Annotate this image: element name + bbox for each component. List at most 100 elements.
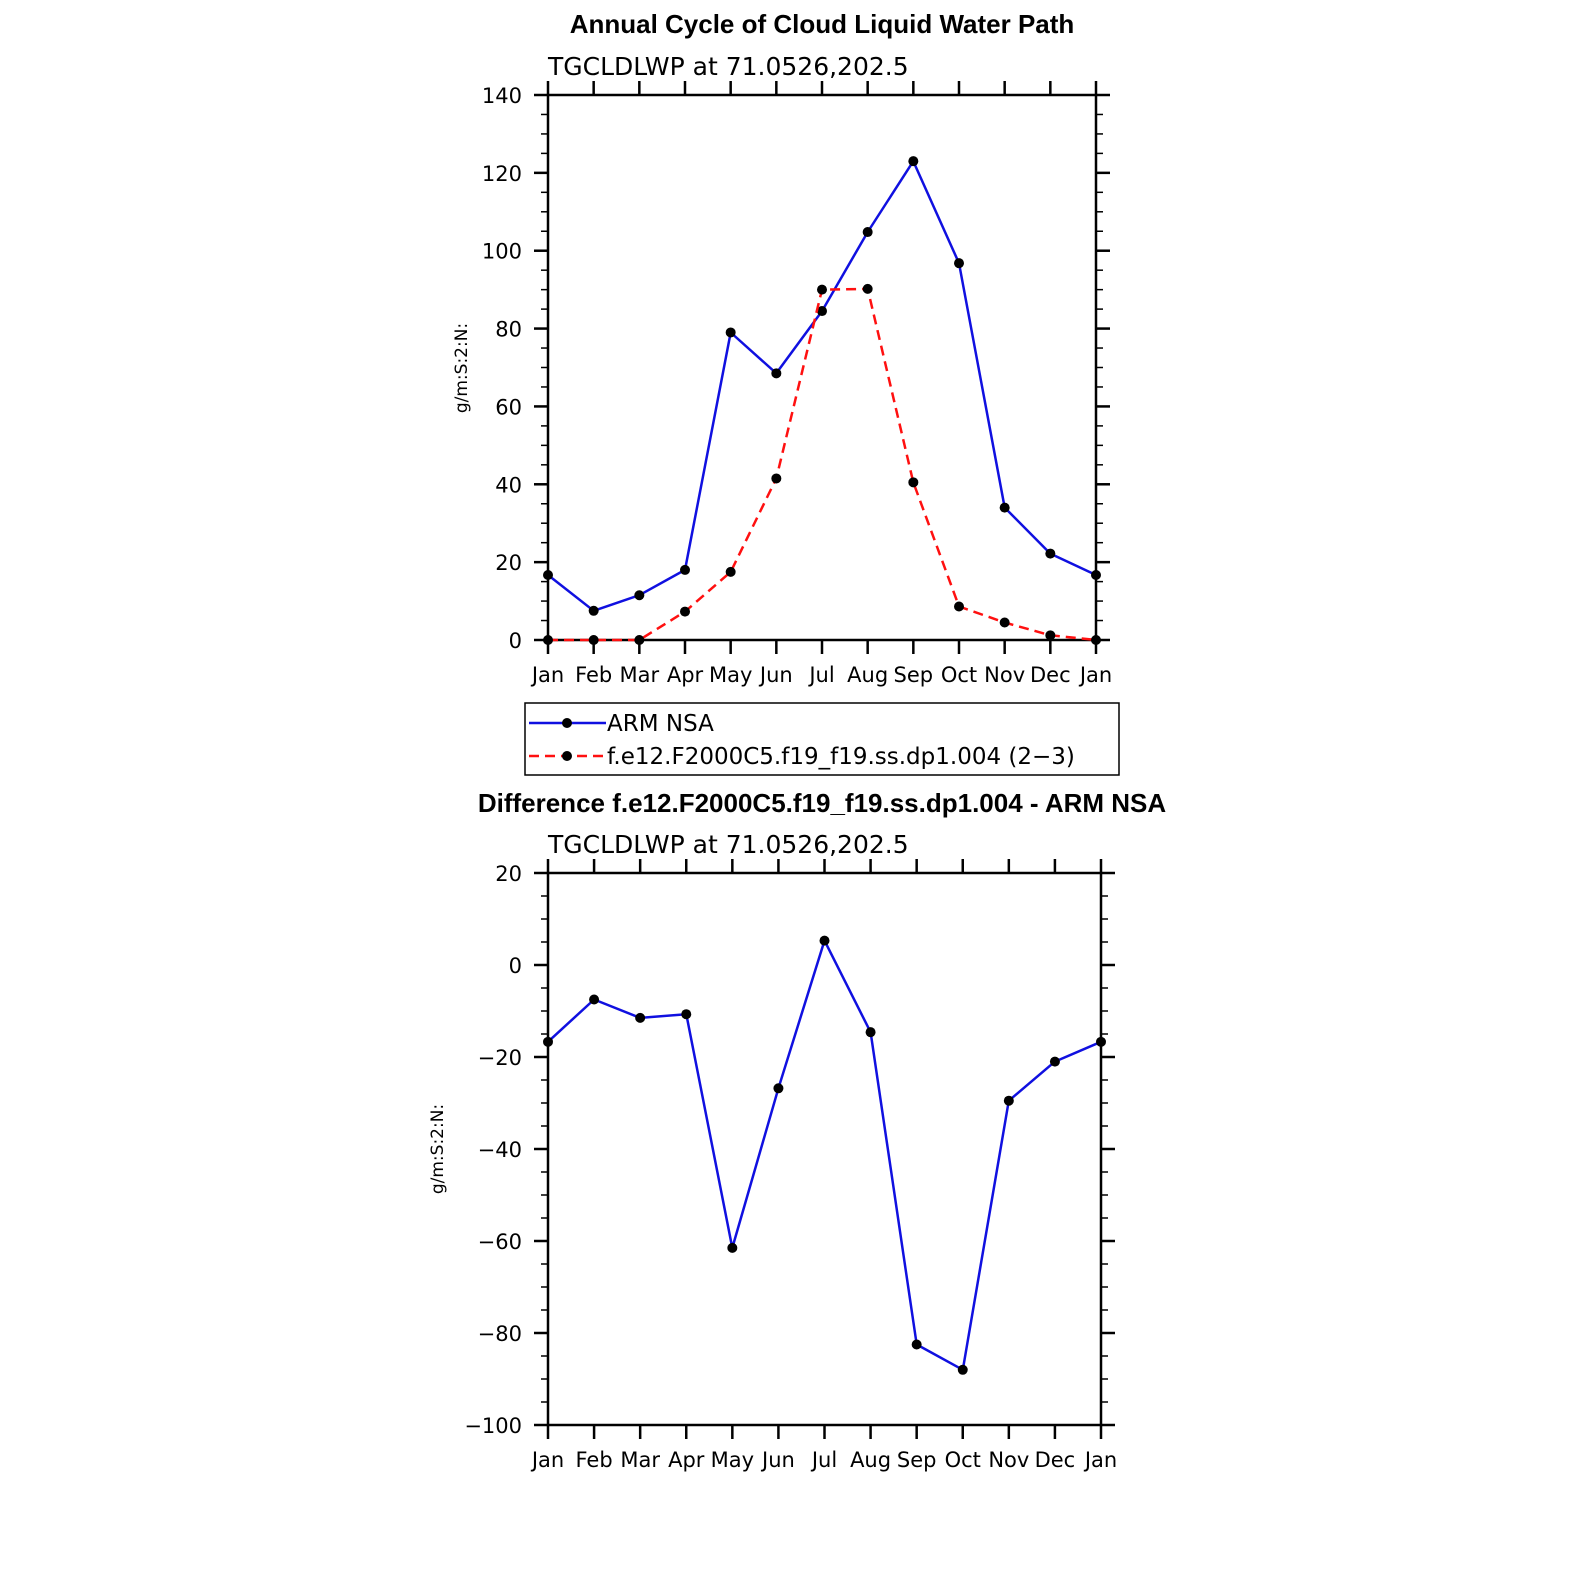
chart1-subtitle: TGCLDLWP at 71.0526,202.5	[547, 52, 909, 81]
series-line-0	[547, 159, 1097, 613]
legend-marker-model	[562, 751, 572, 761]
data-point	[954, 258, 964, 269]
annual-cycle-chart: Annual Cycle of Cloud Liquid Water Path …	[452, 9, 1120, 776]
x-tick-label: Jan	[1083, 1448, 1117, 1472]
x-tick-label: Oct	[941, 663, 977, 687]
data-point	[954, 601, 964, 612]
y-tick-label: −80	[478, 1322, 522, 1346]
data-point	[999, 617, 1010, 628]
x-tick-label: May	[709, 663, 752, 687]
x-tick-label: Jul	[807, 663, 834, 687]
data-point	[588, 605, 599, 616]
x-tick-label: Nov	[984, 663, 1025, 687]
chart2-subtitle: TGCLDLWP at 71.0526,202.5	[547, 830, 909, 859]
x-tick-label: Dec	[1035, 1448, 1076, 1472]
y-tick-label: 40	[495, 473, 522, 497]
data-point	[1096, 1036, 1106, 1047]
y-tick-label: 0	[509, 954, 522, 978]
data-point	[817, 306, 827, 317]
data-point	[999, 502, 1010, 513]
x-tick-label: Sep	[894, 663, 934, 687]
data-point	[865, 1027, 876, 1038]
x-tick-label: Jun	[758, 663, 793, 687]
chart2-title: Difference f.e12.F2000C5.f19_f19.ss.dp1.…	[478, 788, 1167, 818]
data-point	[862, 283, 873, 294]
x-tick-label: Jun	[760, 1448, 795, 1472]
data-point	[634, 635, 645, 645]
legend-marker-arm	[562, 718, 572, 728]
y-tick-label: −100	[464, 1414, 522, 1438]
data-point	[773, 1083, 784, 1094]
data-point	[1091, 635, 1101, 645]
x-tick-label: Apr	[667, 663, 704, 687]
y-tick-label: 100	[482, 240, 522, 264]
x-tick-label: Oct	[945, 1448, 981, 1472]
data-point	[771, 368, 782, 379]
plot-frame	[546, 871, 1103, 1427]
series-line-0	[547, 939, 1102, 1372]
x-tick-label: Jan	[1078, 663, 1112, 687]
x-tick-label: Feb	[575, 1448, 612, 1472]
difference-chart: Difference f.e12.F2000C5.f19_f19.ss.dp1.…	[428, 788, 1166, 1472]
y-tick-label: 20	[495, 551, 522, 575]
legend-label-model: f.e12.F2000C5.f19_f19.ss.dp1.004 (2−3)	[607, 744, 1075, 770]
data-point	[1045, 630, 1056, 641]
y-tick-label: 60	[495, 395, 522, 419]
chart1-legend: ARM NSA f.e12.F2000C5.f19_f19.ss.dp1.004…	[524, 702, 1120, 776]
data-point	[725, 566, 736, 577]
x-tick-label: Mar	[620, 1448, 660, 1472]
x-tick-label: Sep	[897, 1448, 937, 1472]
data-point	[680, 606, 690, 617]
x-tick-label: Jan	[530, 663, 564, 687]
chart2-ylabel: g/m:S:2:N:	[428, 1104, 448, 1194]
data-point	[680, 564, 690, 575]
data-point	[588, 635, 599, 645]
x-tick-label: Nov	[988, 1448, 1029, 1472]
x-tick-label: Aug	[850, 1448, 891, 1472]
y-tick-label: 140	[482, 84, 522, 108]
data-point	[635, 1012, 646, 1023]
data-point	[543, 635, 553, 645]
legend-box	[524, 702, 1120, 776]
data-point	[1049, 1056, 1060, 1067]
data-point	[908, 156, 919, 167]
data-point	[727, 1242, 738, 1253]
chart1-title: Annual Cycle of Cloud Liquid Water Path	[570, 9, 1075, 39]
data-point	[862, 227, 873, 238]
x-tick-label: Jan	[530, 1448, 564, 1472]
data-point	[1045, 548, 1056, 559]
x-tick-label: Feb	[575, 663, 612, 687]
y-tick-label: 80	[495, 318, 522, 342]
x-tick-label: May	[711, 1448, 754, 1472]
data-point	[771, 473, 782, 484]
data-point	[725, 327, 736, 338]
chart1-ylabel: g/m:S:2:N:	[452, 323, 472, 413]
data-point	[1091, 569, 1101, 580]
y-tick-label: −60	[478, 1230, 522, 1254]
x-tick-label: Aug	[847, 663, 888, 687]
y-tick-label: −40	[478, 1138, 522, 1162]
y-tick-label: 0	[509, 629, 522, 653]
data-point	[911, 1339, 922, 1350]
data-point	[817, 284, 827, 295]
x-tick-label: Apr	[668, 1448, 705, 1472]
data-point	[819, 935, 830, 946]
x-tick-label: Jul	[810, 1448, 837, 1472]
series-line-1	[548, 287, 1097, 642]
data-point	[589, 994, 600, 1005]
x-tick-label: Dec	[1030, 663, 1071, 687]
y-tick-label: 120	[482, 162, 522, 186]
y-tick-label: 20	[495, 862, 522, 886]
data-point	[957, 1364, 968, 1375]
data-point	[543, 1036, 553, 1047]
data-point	[908, 477, 919, 488]
data-point	[681, 1009, 692, 1020]
legend-label-arm: ARM NSA	[607, 711, 714, 737]
data-point	[543, 569, 553, 580]
x-tick-label: Mar	[620, 663, 660, 687]
data-point	[634, 590, 645, 601]
plot-frame	[546, 93, 1098, 642]
data-point	[1003, 1095, 1014, 1106]
y-tick-label: −20	[478, 1046, 522, 1070]
